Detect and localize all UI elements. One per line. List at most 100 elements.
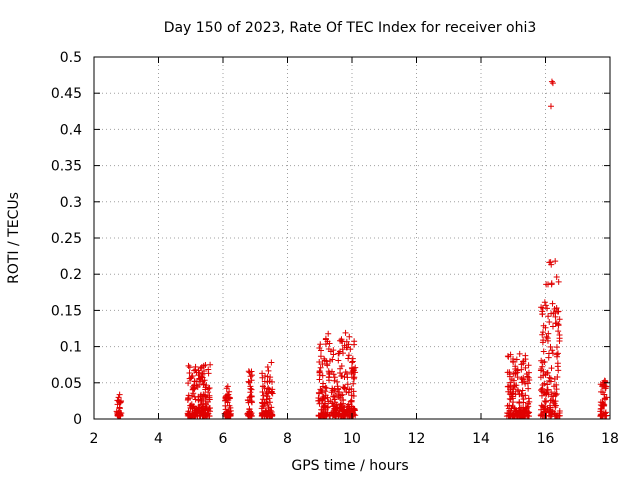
data-point	[318, 347, 325, 354]
data-point	[510, 412, 517, 419]
data-point	[330, 351, 337, 358]
data-point	[551, 305, 558, 312]
data-point	[525, 412, 532, 419]
data-point	[524, 380, 531, 387]
data-point	[193, 382, 200, 389]
data-point	[225, 410, 232, 417]
data-point	[543, 281, 550, 288]
x-tick-label: 14	[472, 431, 490, 447]
data-point	[547, 103, 554, 110]
data-point	[544, 337, 551, 344]
data-point	[259, 383, 266, 390]
data-point	[348, 369, 355, 376]
data-point	[227, 404, 234, 411]
data-point	[538, 386, 545, 393]
data-point	[247, 409, 254, 416]
data-point	[340, 384, 347, 391]
data-point	[185, 412, 192, 419]
data-point	[350, 393, 357, 400]
data-point	[516, 350, 523, 357]
data-point	[186, 364, 193, 371]
data-point	[549, 300, 556, 307]
data-point	[544, 387, 551, 394]
grid-lines	[94, 57, 610, 419]
data-point	[504, 353, 511, 360]
data-point	[189, 386, 196, 393]
data-point	[337, 370, 344, 377]
data-point	[547, 259, 554, 266]
data-point	[507, 379, 514, 386]
data-point	[522, 392, 529, 399]
data-point	[547, 413, 554, 420]
data-point	[542, 324, 549, 331]
data-point	[317, 341, 324, 348]
data-point	[319, 361, 326, 368]
data-point	[519, 379, 526, 386]
data-point	[195, 396, 202, 403]
data-point	[555, 367, 562, 374]
data-point	[325, 330, 332, 337]
data-point	[509, 403, 516, 410]
data-point	[344, 374, 351, 381]
data-point	[552, 398, 559, 405]
data-point	[260, 392, 267, 399]
data-point	[548, 261, 555, 268]
x-tick-label: 10	[343, 431, 361, 447]
data-point	[338, 362, 345, 369]
data-point	[350, 380, 357, 387]
data-point	[513, 356, 520, 363]
data-point	[542, 399, 549, 406]
x-tick-label: 16	[537, 431, 555, 447]
data-point	[268, 359, 275, 366]
data-point	[344, 344, 351, 351]
data-point	[556, 316, 563, 323]
y-tick-label: 0.25	[51, 231, 82, 247]
data-point	[539, 331, 546, 338]
data-point	[333, 402, 340, 409]
data-point	[189, 373, 196, 380]
data-point	[334, 385, 341, 392]
data-point	[223, 392, 230, 399]
data-point	[337, 404, 344, 411]
data-point	[537, 367, 544, 374]
y-tick-labels: 0 0.05 0.1 0.15 0.2 0.25 0.3 0.35 0.4 0.45 0.5	[51, 50, 82, 428]
data-point	[116, 398, 123, 405]
data-point	[185, 392, 192, 399]
data-point	[505, 353, 512, 360]
data-point	[329, 356, 336, 363]
data-point	[541, 299, 548, 306]
data-point	[200, 381, 207, 388]
data-point	[264, 364, 271, 371]
data-point	[244, 396, 251, 403]
data-point	[185, 362, 192, 369]
data-point	[525, 395, 532, 402]
data-point	[539, 381, 546, 388]
data-point	[544, 386, 551, 393]
data-point	[206, 405, 213, 412]
data-point	[546, 318, 553, 325]
data-point	[601, 391, 608, 398]
data-point	[602, 410, 609, 417]
data-point	[538, 402, 545, 409]
data-point	[540, 348, 547, 355]
data-point	[324, 362, 331, 369]
data-point	[224, 383, 231, 390]
data-point	[265, 367, 272, 374]
data-point	[510, 377, 517, 384]
data-point	[540, 337, 547, 344]
data-point	[193, 407, 200, 414]
data-point	[226, 412, 233, 419]
data-point	[321, 402, 328, 409]
x-tick-label: 12	[408, 431, 426, 447]
data-point	[189, 392, 196, 399]
y-tick-label: 0	[73, 412, 82, 428]
data-point	[323, 385, 330, 392]
axis-ticks	[93, 56, 611, 420]
data-point	[514, 386, 521, 393]
data-point	[258, 399, 265, 406]
data-point	[322, 388, 329, 395]
x-tick-labels: 2 4 6 8 10 12 14 16 18	[90, 431, 619, 447]
data-point	[551, 383, 558, 390]
data-point	[246, 412, 253, 419]
data-point	[197, 376, 204, 383]
